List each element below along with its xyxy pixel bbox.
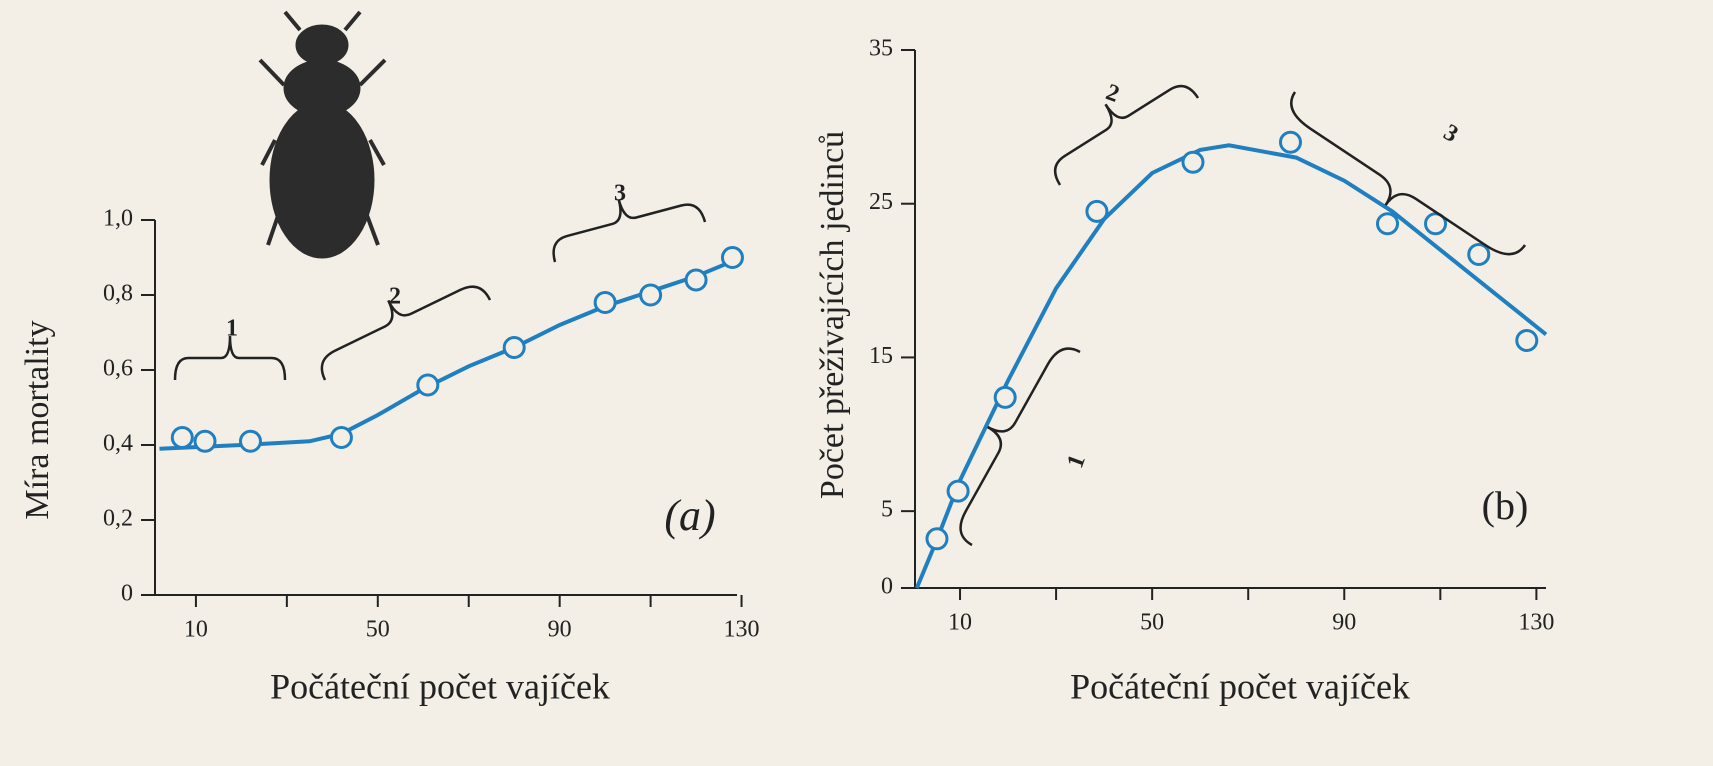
data-point	[993, 385, 1017, 409]
brace	[320, 285, 492, 381]
data-point	[925, 527, 949, 551]
data-point	[1181, 150, 1205, 174]
x-tick-label: 90	[548, 617, 572, 643]
data-point	[502, 336, 526, 359]
x-tick-label: 50	[1140, 610, 1164, 636]
x-tick-label: 50	[366, 617, 390, 643]
data-point	[329, 426, 353, 449]
data-point	[946, 479, 970, 503]
data-point	[720, 246, 744, 269]
y-tick-label: 15	[869, 343, 893, 369]
y-tick-label: 0	[121, 581, 133, 607]
y-tick-label: 1,0	[103, 206, 133, 232]
y-tick-label: 0,8	[103, 281, 133, 307]
x-axis-title: Počáteční počet vajíček	[1070, 666, 1410, 706]
brace	[1290, 91, 1527, 256]
annotation: 1	[226, 316, 238, 342]
annotation: (b)	[1482, 483, 1529, 528]
brace	[173, 335, 287, 381]
data-point	[1085, 199, 1109, 223]
data-point	[193, 429, 217, 453]
y-axis-title: Počet přežívajících jedinců	[814, 131, 851, 499]
x-axis-title: Počáteční počet vajíček	[270, 666, 610, 706]
y-tick-label: 0,2	[103, 506, 133, 532]
annotation: 2	[389, 284, 401, 310]
y-axis-title: Míra mortality	[19, 320, 56, 519]
beetle-illustration	[258, 10, 387, 259]
data-point	[1278, 130, 1302, 154]
x-tick-label: 10	[184, 617, 208, 643]
x-tick-label: 130	[1518, 610, 1554, 636]
data-point	[593, 291, 617, 314]
fit-curve	[914, 143, 1548, 589]
y-tick-label: 5	[881, 497, 893, 523]
data-point	[1424, 212, 1448, 236]
data-point	[639, 283, 663, 307]
data-point	[1515, 329, 1539, 353]
y-tick-label: 35	[869, 36, 893, 62]
data-point	[416, 373, 440, 397]
y-tick-label: 0,4	[103, 431, 133, 457]
y-tick-label: 0	[881, 574, 893, 600]
x-tick-label: 10	[948, 610, 972, 636]
data-point	[238, 429, 262, 453]
annotation: 3	[614, 181, 626, 207]
data-point	[684, 268, 708, 292]
x-tick-label: 90	[1332, 610, 1356, 636]
data-point	[1467, 242, 1491, 266]
brace	[959, 347, 1081, 547]
data-point	[170, 426, 194, 449]
data-point	[1376, 212, 1399, 236]
y-tick-label: 25	[869, 189, 893, 215]
x-tick-label: 130	[724, 617, 760, 643]
y-tick-label: 0,6	[103, 356, 133, 382]
annotation: (a)	[664, 491, 715, 540]
brace	[552, 199, 707, 263]
brace	[1053, 84, 1200, 186]
